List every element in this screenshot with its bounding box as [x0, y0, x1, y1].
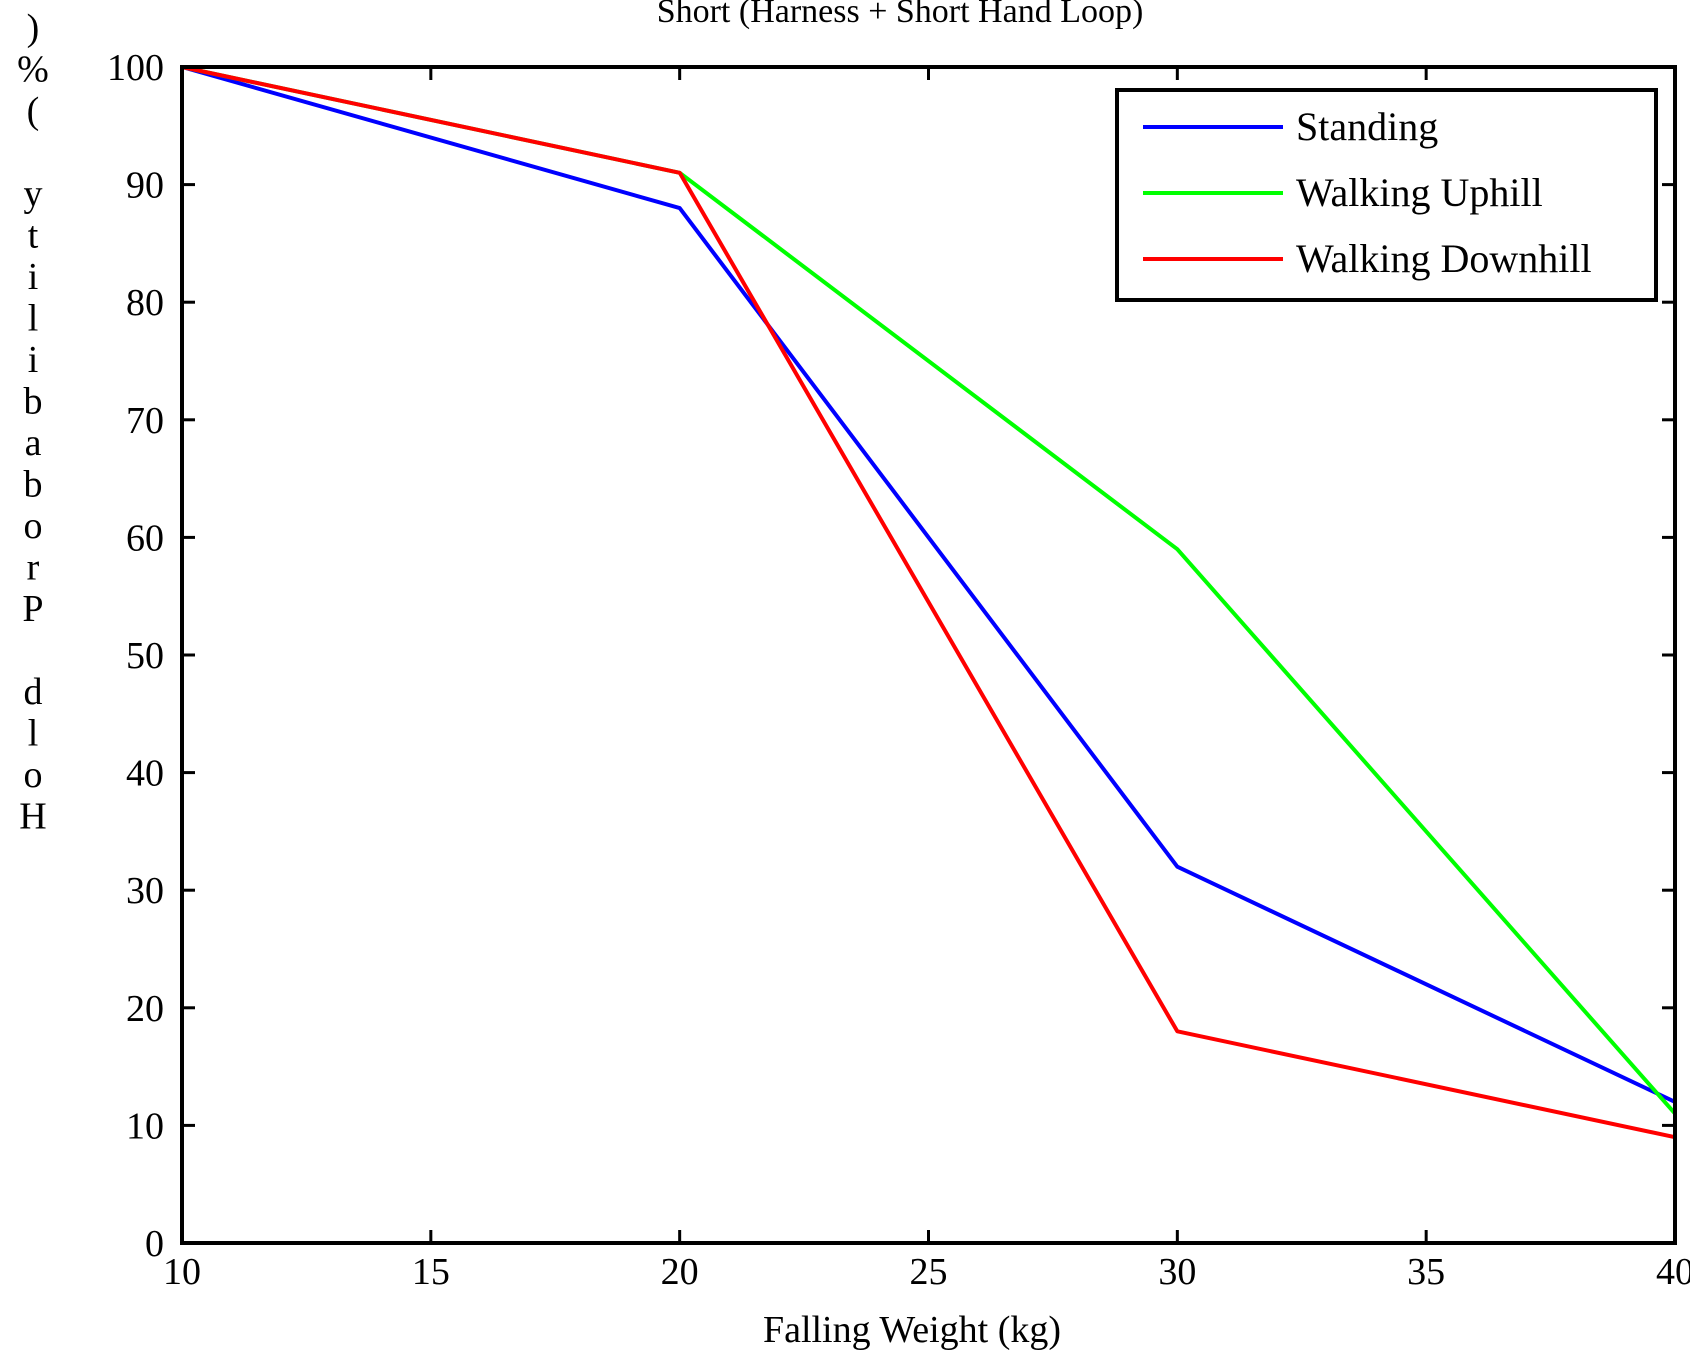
y-tick-label: 90 — [126, 165, 164, 207]
legend-label-walking-uphill: Walking Uphill — [1296, 170, 1543, 215]
y-tick-label: 20 — [126, 988, 164, 1030]
y-tick-label: 100 — [107, 47, 164, 89]
y-tick-label: 10 — [126, 1105, 164, 1147]
x-tick-label: 15 — [412, 1251, 450, 1293]
series-layer — [181, 65, 1677, 1140]
legend-label-walking-downhill: Walking Downhill — [1296, 236, 1592, 281]
x-tick-label: 40 — [1656, 1251, 1690, 1293]
y-tick-label: 50 — [126, 635, 164, 677]
y-tick-label: 0 — [145, 1223, 164, 1265]
x-tick-label: 20 — [661, 1251, 699, 1293]
legend-label-standing: Standing — [1296, 104, 1438, 149]
legend: Standing Walking Uphill Walking Downhill — [1115, 88, 1658, 302]
y-tick-label: 80 — [126, 282, 164, 324]
chart-title: Short (Harness + Short Hand Loop) — [657, 0, 1144, 30]
x-tick-label: 30 — [1158, 1251, 1196, 1293]
x-axis-title: Falling Weight (kg) — [763, 1309, 1061, 1350]
y-tick-label: 30 — [126, 870, 164, 912]
y-tick-label: 70 — [126, 400, 164, 442]
x-tick-label: 25 — [910, 1251, 948, 1293]
series-line-walking-downhill — [181, 65, 1676, 1140]
x-tick-label: 35 — [1407, 1251, 1445, 1293]
y-tick-label: 40 — [126, 753, 164, 795]
y-tick-label: 60 — [126, 517, 164, 559]
x-tick-label: 10 — [163, 1251, 201, 1293]
series-line-standing — [181, 65, 1676, 1104]
